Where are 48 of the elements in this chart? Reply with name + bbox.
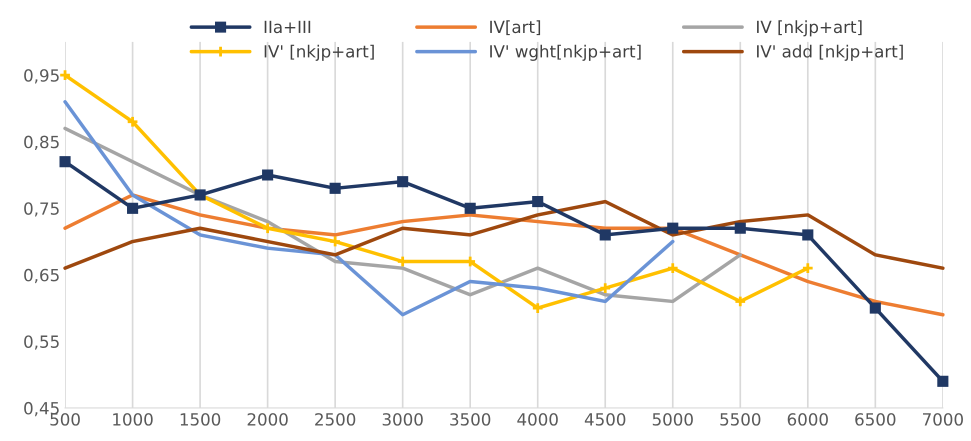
- point: [531, 302, 544, 314]
- point: [598, 282, 612, 294]
- point: [937, 376, 948, 387]
- legend-label: IV' add [nkjp+art]: [757, 44, 903, 61]
- x-tick-label: 6500: [855, 413, 896, 426]
- x-tick-label: 4000: [517, 413, 558, 426]
- point: [734, 222, 746, 234]
- point: [532, 196, 544, 208]
- point: [464, 202, 476, 214]
- point: [667, 222, 678, 234]
- point: [870, 302, 881, 314]
- x-tick-label: 3000: [382, 413, 423, 426]
- x-tick-label: 3500: [450, 413, 490, 426]
- y-tick-label: 0,85: [24, 136, 59, 150]
- point: [127, 202, 138, 214]
- legend-label: IV [nkjp+art]: [757, 20, 862, 36]
- y-tick-label: 0,55: [24, 335, 59, 350]
- point: [600, 229, 611, 240]
- legend-label: IV' wght[nkjp+art]: [490, 44, 641, 61]
- point: [60, 156, 71, 168]
- legend-label: IIa+III: [264, 20, 310, 34]
- point: [666, 262, 680, 274]
- point: [330, 182, 341, 194]
- point: [328, 235, 342, 248]
- point: [262, 169, 274, 181]
- x-tick-label: 6000: [788, 413, 828, 426]
- x-tick-label: 5500: [720, 413, 760, 426]
- point: [734, 295, 747, 308]
- x-tick-label: 2000: [248, 413, 288, 426]
- x-tick-label: 4500: [584, 413, 626, 426]
- y-tick-label: 0,95: [24, 69, 59, 84]
- legend-label: IV' [nkjp+art]: [264, 44, 374, 61]
- x-tick-label: 7000: [923, 413, 963, 426]
- point: [397, 176, 408, 188]
- point: [261, 222, 274, 234]
- x-tick-label: 2500: [315, 413, 356, 426]
- line-series: [63, 100, 674, 316]
- line-series: [63, 200, 945, 270]
- point: [802, 262, 814, 274]
- x-tick-label: 1000: [113, 413, 153, 426]
- y-tick-label: 0,65: [24, 268, 59, 284]
- point: [58, 68, 72, 82]
- y-tick-label: 0,75: [24, 202, 59, 217]
- point: [802, 229, 814, 240]
- x-tick-label: 5000: [652, 413, 693, 426]
- x-tick-label: 1500: [180, 413, 220, 426]
- point: [126, 116, 139, 128]
- legend-label: IV[art]: [490, 20, 540, 36]
